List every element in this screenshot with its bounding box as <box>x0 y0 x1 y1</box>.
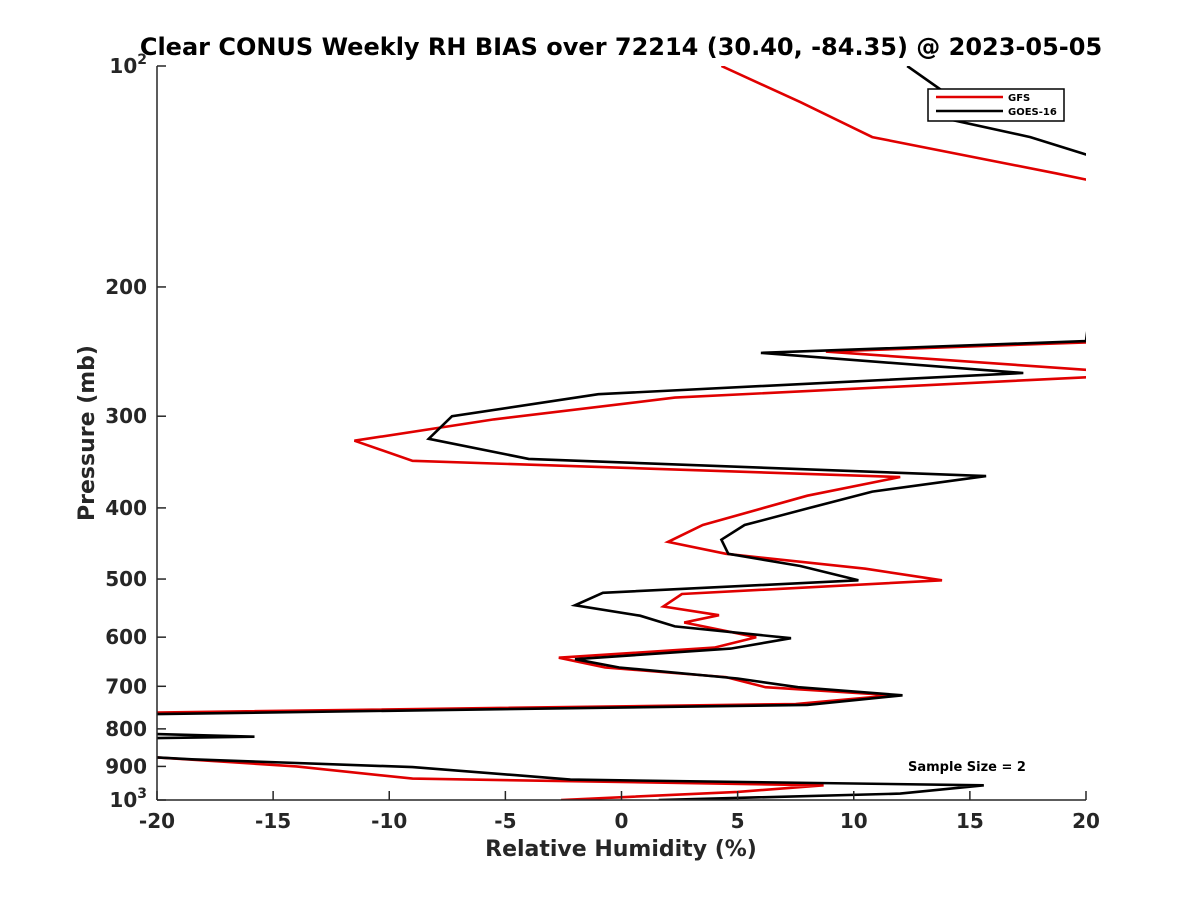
x-tick-label: 0 <box>615 809 629 833</box>
y-tick-label: 103 <box>109 786 147 812</box>
x-axis-label: Relative Humidity (%) <box>485 837 757 862</box>
series-line-goes-16 <box>157 66 1086 800</box>
legend: GFS GOES-16 <box>927 88 1065 122</box>
x-tick-label: -20 <box>139 809 175 833</box>
y-tick-label: 800 <box>105 717 147 741</box>
y-tick-label: 700 <box>105 674 147 698</box>
y-tick-label: 600 <box>105 625 147 649</box>
x-tick-label: -10 <box>371 809 407 833</box>
y-tick-label: 102 <box>109 52 147 78</box>
legend-box <box>927 88 1065 122</box>
y-tick-label: 300 <box>105 404 147 428</box>
x-tick-label: 5 <box>731 809 745 833</box>
y-axis-label: Pressure (mb) <box>75 345 100 521</box>
y-tick-label: 500 <box>105 567 147 591</box>
series-layer <box>157 66 1086 800</box>
chart-title: Clear CONUS Weekly RH BIAS over 72214 (3… <box>140 33 1102 61</box>
legend-label-gfs: GFS <box>1008 93 1030 104</box>
x-tick-label: 10 <box>840 809 868 833</box>
sample-size-annotation: Sample Size = 2 <box>908 760 1026 775</box>
x-tick-label: -5 <box>494 809 516 833</box>
x-tick-label: 15 <box>956 809 984 833</box>
legend-label-goes-16: GOES-16 <box>1008 107 1057 118</box>
x-tick-label: 20 <box>1072 809 1100 833</box>
x-tick-label: -15 <box>255 809 291 833</box>
axes: -20 -15 -10 -5 0 5 10 15 20 102 200 300 400 500 600 700… <box>105 52 1100 833</box>
plot-area <box>157 66 1086 800</box>
y-tick-label: 400 <box>105 496 147 520</box>
y-tick-label: 900 <box>105 754 147 778</box>
y-tick-label: 200 <box>105 275 147 299</box>
series-line-gfs <box>157 66 1086 800</box>
